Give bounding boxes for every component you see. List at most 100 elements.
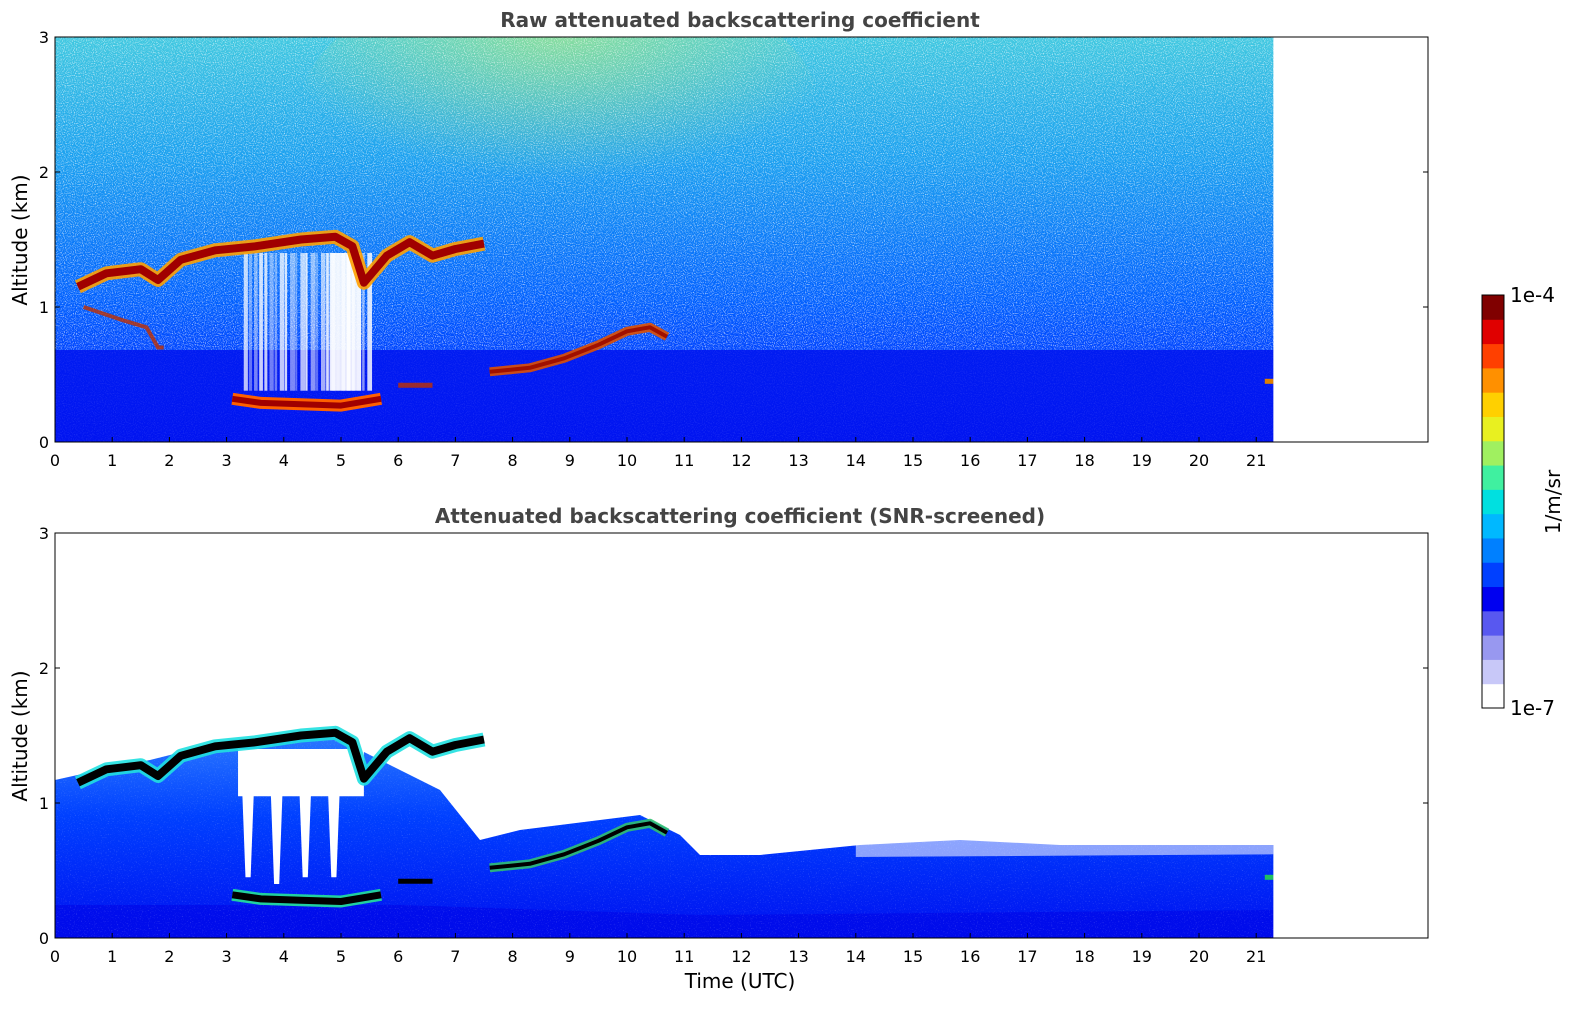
screened-y-axis-label: Altitude (km) xyxy=(8,670,32,801)
raw-extinction-streak xyxy=(279,253,285,391)
colorbar-band xyxy=(1482,635,1504,660)
raw-extinction-streak xyxy=(362,253,365,391)
y-tick-label: 3 xyxy=(39,28,49,47)
raw-extinction-streak xyxy=(320,253,326,391)
x-tick-label: 13 xyxy=(788,451,808,470)
screened-rising-layer xyxy=(489,821,668,870)
x-tick-label: 7 xyxy=(450,947,460,966)
colorbar-band xyxy=(1482,513,1504,539)
screened-cloud-layer xyxy=(76,728,485,787)
colorbar-min-label: 1e-7 xyxy=(1510,696,1555,720)
raw-cloud-layer xyxy=(76,232,485,291)
colorbar-band xyxy=(1482,489,1504,515)
x-tick-label: 19 xyxy=(1132,947,1152,966)
x-tick-label: 8 xyxy=(508,451,518,470)
raw-extinction-streak xyxy=(248,253,253,391)
colorbar-max-label: 1e-4 xyxy=(1510,283,1555,307)
y-tick-label: 0 xyxy=(39,433,49,452)
raw-extinction-streak xyxy=(274,253,278,391)
raw-extinction-streak xyxy=(326,253,329,391)
colorbar-band xyxy=(1482,295,1504,320)
x-tick-label: 11 xyxy=(674,451,694,470)
x-tick-label: 2 xyxy=(164,451,174,470)
panel-raw: Raw attenuated backscattering coefficien… xyxy=(8,8,1429,470)
x-tick-label: 11 xyxy=(674,947,694,966)
screened-lower-cloud xyxy=(231,891,382,905)
screened-cloud-gap xyxy=(238,749,364,797)
screened-noise-overlay xyxy=(55,533,1275,938)
x-tick-label: 5 xyxy=(336,451,346,470)
colorbar-band xyxy=(1482,537,1504,563)
x-tick-label: 3 xyxy=(222,947,232,966)
x-tick-label: 5 xyxy=(336,947,346,966)
x-tick-label: 4 xyxy=(279,451,289,470)
colorbar-band xyxy=(1482,586,1504,612)
x-tick-label: 12 xyxy=(731,947,751,966)
x-tick-label: 8 xyxy=(508,947,518,966)
x-tick-label: 17 xyxy=(1017,947,1037,966)
colorbar-band xyxy=(1482,562,1504,588)
y-tick-label: 1 xyxy=(39,794,49,813)
x-tick-label: 21 xyxy=(1246,451,1266,470)
x-tick-label: 20 xyxy=(1189,451,1209,470)
screened-no-data-region xyxy=(1273,533,1275,938)
x-tick-label: 18 xyxy=(1074,947,1094,966)
screened-panel-title: Attenuated backscattering coefficient (S… xyxy=(435,504,1045,528)
x-tick-label: 3 xyxy=(222,451,232,470)
x-tick-label: 17 xyxy=(1017,451,1037,470)
x-tick-label: 0 xyxy=(50,947,60,966)
x-tick-label: 14 xyxy=(846,947,866,966)
colorbar-band xyxy=(1482,416,1504,442)
raw-panel-title: Raw attenuated backscattering coefficien… xyxy=(500,8,980,32)
y-tick-label: 1 xyxy=(39,298,49,317)
x-tick-label: 12 xyxy=(731,451,751,470)
x-tick-label: 15 xyxy=(903,947,923,966)
x-tick-label: 16 xyxy=(960,947,980,966)
x-tick-label: 7 xyxy=(450,451,460,470)
x-tick-label: 13 xyxy=(788,947,808,966)
colorbar-frame xyxy=(1481,294,1505,709)
raw-extinction-streak xyxy=(269,253,274,391)
y-tick-label: 2 xyxy=(39,163,49,182)
x-tick-label: 0 xyxy=(50,451,60,470)
raw-boundary-layer xyxy=(55,350,1275,442)
x-tick-label: 4 xyxy=(279,947,289,966)
x-tick-label: 14 xyxy=(846,451,866,470)
raw-extinction-streak xyxy=(305,253,308,391)
y-tick-label: 3 xyxy=(39,524,49,543)
x-tick-label: 20 xyxy=(1189,947,1209,966)
colorbar-band xyxy=(1482,343,1504,369)
x-tick-label: 1 xyxy=(107,947,117,966)
raw-rising-layer xyxy=(489,325,668,374)
x-tick-label: 2 xyxy=(164,947,174,966)
raw-extinction-streak xyxy=(284,253,288,391)
raw-extinction-streak xyxy=(264,253,268,391)
x-tick-label: 15 xyxy=(903,451,923,470)
x-tick-label: 19 xyxy=(1132,451,1152,470)
raw-extinction-streak xyxy=(243,253,248,391)
raw-extinction-streak xyxy=(290,253,296,391)
screened-heatmap xyxy=(55,533,1275,938)
colorbar-band xyxy=(1482,440,1504,466)
x-tick-label: 18 xyxy=(1074,451,1094,470)
raw-heatmap xyxy=(55,37,1275,442)
raw-extinction-streak xyxy=(254,253,258,391)
x-axis-label: Time (UTC) xyxy=(684,969,796,993)
colorbar-band xyxy=(1482,392,1504,417)
raw-extinction-streak xyxy=(315,253,319,391)
raw-y-axis-label: Altitude (km) xyxy=(8,174,32,305)
raw-extinction-streak xyxy=(300,253,306,391)
colorbar-band xyxy=(1482,465,1504,490)
raw-extinction-streak xyxy=(310,253,316,391)
y-tick-label: 2 xyxy=(39,659,49,678)
raw-extinction-streak xyxy=(367,253,373,391)
y-tick-label: 0 xyxy=(39,929,49,948)
raw-sub-cloud-feature xyxy=(82,305,164,350)
colorbar-band xyxy=(1482,610,1504,636)
x-tick-label: 1 xyxy=(107,451,117,470)
raw-lower-cloud xyxy=(231,395,382,409)
colorbar: 1e-4 1e-7 1/m/sr xyxy=(1481,283,1565,720)
